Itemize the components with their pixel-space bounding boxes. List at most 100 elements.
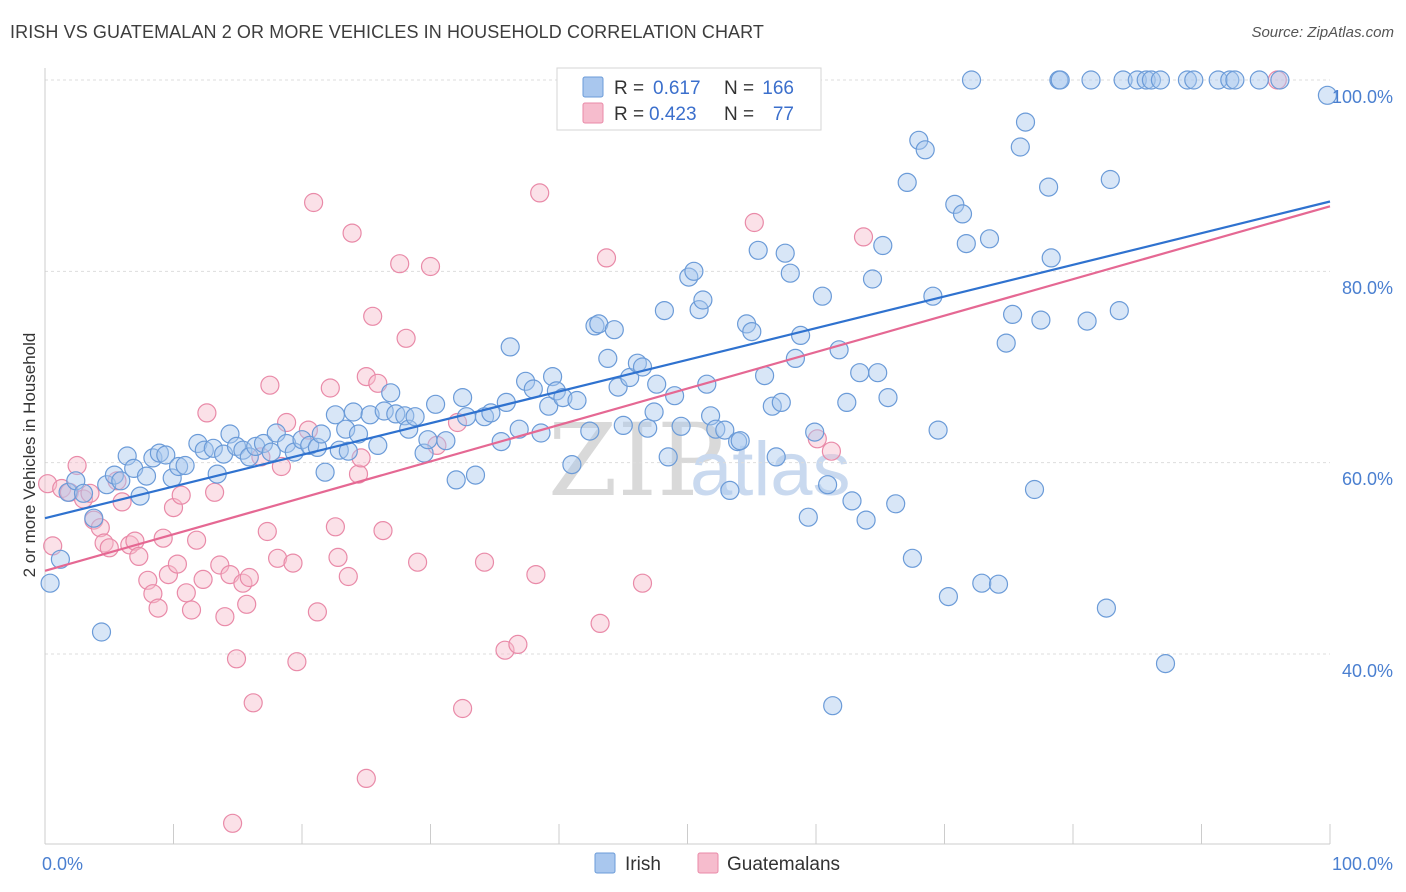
irish-point-56 (426, 394, 446, 414)
irish-point-167 (1184, 70, 1204, 90)
guatemalans-point-69 (530, 183, 550, 203)
guatemalans-point-59 (390, 254, 410, 274)
irish-point-158 (1100, 169, 1120, 190)
guatemalans-point-53 (348, 464, 369, 484)
irish-point-72 (542, 367, 563, 387)
irish-point-123 (842, 491, 862, 511)
guatemalans-point-31 (215, 607, 235, 627)
irish-point-4 (73, 483, 94, 503)
guatemalans-point-71 (596, 248, 617, 268)
irish-point-101 (715, 420, 735, 440)
irish-point-42 (336, 419, 356, 439)
bottom-legend-swatch-guatemalans (697, 852, 719, 874)
irish-point-28 (239, 447, 259, 467)
irish-point-173 (1317, 85, 1338, 105)
irish-point-128 (873, 235, 893, 256)
irish-point-66 (500, 337, 520, 357)
guatemalans-point-50 (328, 547, 348, 568)
legend-guat-r-label: R = (614, 104, 644, 125)
irish-point-118 (812, 286, 833, 306)
guatemalans-point-68 (526, 564, 546, 585)
source-label: Source: ZipAtlas.com (1251, 24, 1394, 41)
irish-point-135 (923, 286, 943, 306)
irish-point-9 (111, 471, 131, 491)
irish-point-88 (644, 402, 664, 422)
guatemalans-point-42 (277, 412, 297, 433)
guatemalans-point-4 (67, 455, 87, 476)
irish-point-22 (203, 438, 223, 458)
irish-point-126 (862, 269, 883, 289)
irish-point-76 (567, 390, 587, 411)
bottom-legend-swatch-irish (594, 852, 616, 874)
irish-point-97 (693, 290, 713, 310)
irish-point-142 (972, 573, 992, 593)
irish-point-137 (938, 586, 959, 607)
guatemalans-point-30 (210, 555, 230, 575)
irish-point-55 (418, 430, 438, 450)
irish-point-13 (136, 466, 157, 486)
guatemalans-point-12 (112, 492, 132, 512)
irish-point-144 (988, 574, 1009, 594)
irish-point-166 (1177, 70, 1198, 90)
guatemalans-point-60 (396, 328, 416, 348)
irish-point-112 (775, 243, 795, 263)
guatemalans-point-24 (176, 583, 196, 603)
irish-point-48 (374, 401, 394, 421)
guatemalans-point-8 (90, 518, 110, 538)
guatemalans-point-78 (356, 768, 376, 789)
guatemalans-point-40 (268, 548, 288, 568)
y-tick-label-100: 100.0% (1332, 87, 1393, 107)
irish-point-150 (1031, 310, 1051, 330)
trend-line-guatemalans (44, 205, 1331, 572)
guatemalans-point-70 (590, 613, 610, 634)
irish-point-162 (1136, 70, 1156, 90)
irish-point-39 (315, 462, 335, 482)
irish-point-58 (446, 470, 466, 490)
guatemalans-point-76 (853, 227, 874, 247)
irish-point-130 (886, 494, 906, 514)
irish-point-145 (996, 333, 1016, 353)
irish-point-43 (338, 441, 358, 461)
irish-point-98 (697, 374, 717, 394)
irish-point-2 (58, 482, 78, 502)
irish-point-148 (1015, 112, 1036, 132)
guatemalans-point-73 (744, 212, 764, 233)
irish-point-80 (598, 348, 618, 368)
irish-point-122 (837, 392, 857, 412)
irish-point-10 (117, 446, 137, 466)
guatemalans-point-6 (80, 483, 100, 503)
irish-point-104 (730, 431, 750, 451)
legend-irish-n-value: 166 (762, 78, 794, 99)
guatemalans-point-29 (205, 482, 225, 502)
guatemalans-point-72 (632, 573, 653, 593)
irish-point-5 (84, 508, 104, 528)
guatemalans-point-38 (257, 521, 277, 542)
irish-point-49 (381, 383, 401, 403)
chart-title: IRISH VS GUATEMALAN 2 OR MORE VEHICLES I… (10, 22, 765, 42)
guatemalans-point-52 (342, 223, 362, 243)
irish-point-110 (766, 447, 786, 467)
guatemalans-point-18 (148, 598, 168, 618)
x-tick-label-min: 0.0% (42, 854, 83, 874)
irish-point-38 (311, 424, 331, 444)
guatemalans-point-79 (453, 698, 473, 719)
irish-point-116 (798, 507, 818, 527)
irish-point-19 (175, 455, 195, 476)
irish-point-96 (689, 300, 709, 320)
irish-point-0 (40, 573, 60, 593)
guatemalans-point-80 (237, 594, 257, 614)
irish-point-120 (823, 696, 843, 716)
irish-point-71 (539, 396, 559, 416)
guatemalans-point-27 (193, 569, 213, 590)
guatemalans-point-44 (287, 652, 307, 672)
guatemalans-point-75 (821, 441, 842, 461)
guatemalans-point-46 (304, 192, 324, 213)
grid-lines (45, 79, 1330, 655)
bottom-legend-guatemalans: Guatemalans (727, 854, 840, 875)
irish-point-134 (915, 140, 935, 160)
irish-point-131 (897, 172, 917, 192)
guatemalans-point-65 (474, 552, 495, 572)
legend-guat-r-value: 0.423 (649, 104, 697, 125)
irish-point-139 (952, 204, 973, 224)
